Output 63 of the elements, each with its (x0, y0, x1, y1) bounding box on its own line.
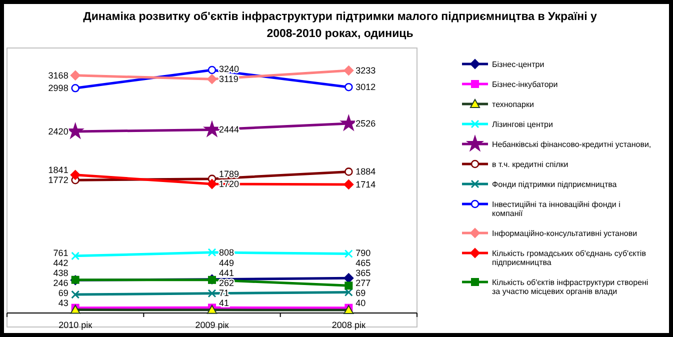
data-label: 246 (53, 278, 68, 288)
point (208, 248, 216, 257)
point (71, 290, 80, 299)
point (71, 252, 80, 260)
legend-label: в т.ч. кредитні спілки (492, 160, 568, 169)
legend-label: технопарки (492, 100, 534, 109)
legend-label: Бізнес-інкубатори (492, 80, 558, 89)
data-label: 2998 (48, 83, 68, 94)
data-label: 790 (356, 248, 371, 258)
data-label: 3233 (356, 66, 376, 76)
data-label: 1789 (219, 169, 240, 179)
point (340, 115, 357, 130)
chart-title: Динаміка розвитку об'єктів інфраструктури підтримки малого підприємництва в Україні у 2008-2010 роках, одиниць (83, 11, 598, 40)
data-label: 3119 (219, 74, 238, 84)
data-label: 441 (219, 268, 234, 278)
point (208, 289, 216, 298)
point (344, 66, 354, 76)
data-label: 41 (219, 298, 230, 308)
data-label: 2444 (219, 124, 240, 135)
data-label: 465 (356, 258, 371, 268)
legend-label: Інформаційно-консультативні установи (492, 229, 638, 238)
data-label: 449 (219, 258, 234, 268)
point (207, 74, 217, 84)
legend-label: Лізингові центри (492, 120, 553, 129)
data-label: 3012 (356, 82, 376, 92)
point (204, 121, 220, 137)
legend-label: Кількість громадських об'єднань суб'єктів підприємництва (492, 249, 646, 267)
point (344, 282, 353, 290)
data-label: 365 (356, 268, 371, 278)
point (344, 273, 354, 284)
data-label: 277 (356, 278, 371, 288)
point (70, 170, 80, 180)
point (344, 179, 354, 190)
data-label: 1841 (48, 165, 68, 176)
data-label: 2526 (356, 118, 376, 129)
data-label: 1714 (356, 179, 376, 190)
legend-label: Небанківські фінансово-кредитні установи, (492, 140, 652, 149)
data-label: 43 (58, 298, 68, 308)
point (207, 179, 217, 189)
data-label: 442 (53, 258, 68, 268)
data-label: 69 (356, 288, 366, 298)
data-label: 3168 (48, 70, 68, 80)
point (67, 123, 84, 138)
point (71, 84, 80, 92)
legend-label: Фонди підтримки підприємництва (492, 180, 618, 189)
legend-label: Кількість об'єктів інфраструктури створені за участю місцевих органів влади (492, 278, 648, 296)
legend-label: Інвестиційні та інноваційні фонди і компанії (492, 200, 621, 218)
legend-label: Бізнес-центри (492, 60, 544, 69)
point (344, 250, 353, 258)
x-tick-label: 2009 рік (195, 320, 229, 330)
data-label: 438 (53, 268, 68, 278)
x-tick-label: 2010 рік (58, 320, 92, 330)
point (70, 70, 80, 80)
x-tick-label: 2008 рік (332, 320, 366, 330)
data-label: 2420 (48, 126, 68, 136)
point (208, 66, 216, 74)
data-label: 40 (356, 298, 366, 308)
data-label: 1772 (48, 175, 68, 186)
point (344, 82, 353, 92)
point (344, 168, 353, 176)
data-label: 1884 (356, 166, 376, 177)
data-label: 761 (53, 248, 68, 258)
data-label: 69 (58, 288, 68, 298)
